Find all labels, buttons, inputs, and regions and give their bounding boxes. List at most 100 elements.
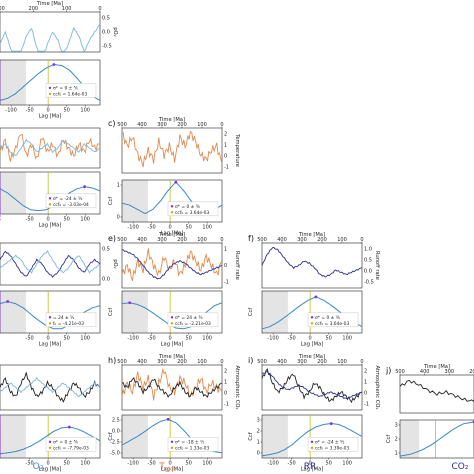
panel-i-top-yticklabel: 2: [364, 369, 367, 375]
panel-e-lag-xlabel: Lag [Ma]: [161, 342, 184, 348]
panel-g-lag-ticklabel: 0: [47, 461, 50, 467]
panel-d-lag-ticklabel: 0: [47, 336, 50, 342]
panel-c-top-yticklabel: 2: [224, 132, 227, 138]
panel-i-ccf-yticklabel: 0: [257, 451, 260, 457]
panel-i-lag-ticklabel: 50: [325, 461, 331, 467]
panel-e-lag-ticklabel: -100: [127, 336, 138, 342]
panel-d-legend-entry: f₀ = -4.21e-03: [53, 321, 84, 327]
panel-c-ccf-peak: [174, 180, 178, 184]
panel-f-ccf-peak: [314, 295, 318, 299]
panel-d-legend: [45, 312, 97, 328]
panel-d-shade-gray: [0, 291, 26, 333]
panel-g-lag-xlabel: Lag [Ma]: [39, 467, 62, 473]
panel-j-series-CO2: [399, 379, 474, 402]
panel-a-legend-entry: σ* = 0 ± ⁵⁄₀: [53, 85, 78, 91]
panel-e-ccf-ylabel: Ccf: [108, 308, 114, 316]
panel-h-shade-gray: [122, 415, 148, 458]
panel-j-ccf-yticklabel: 1: [395, 451, 398, 457]
panel-c-legend-marker-lag: [170, 205, 174, 208]
panel-h-legend-entry: σ* = -18 ± ¹⁄₂: [175, 439, 205, 445]
panel-b-legend: [45, 193, 97, 209]
panel-a-top-yticklabel: 0.5: [102, 16, 110, 22]
panel-b-lag-ticklabel: -50: [26, 217, 34, 223]
bottom-label-T: Tglob: [158, 462, 177, 473]
panel-b-series-O2: [0, 138, 101, 157]
panel-e-bottom-frame: [121, 290, 223, 334]
panel-f-lag-ticklabel: 100: [342, 336, 352, 342]
panel-h-ccf-ylabel: Ccf: [108, 432, 114, 440]
panel-j-ccf-yticklabel: 3: [395, 423, 398, 429]
panel-h-series-T: [121, 367, 223, 401]
panel-c-shade-gray: [122, 180, 148, 222]
panel-h-legend-entry: ccf₀ = 1.33e-03: [175, 445, 209, 451]
panel-g-lag-ticklabel: 50: [63, 461, 69, 467]
panel-j-top-xlabel: Time [Ma]: [423, 364, 450, 370]
panel-g-shade-gray: [0, 415, 26, 458]
panel-h-lag-ticklabel: -100: [127, 461, 138, 467]
panel-h-top-yticklabel: -1: [224, 402, 229, 408]
panel-f-top-xticklabel: 200: [317, 237, 327, 243]
panel-a-top-ylabel: pO₂: [112, 27, 118, 36]
panel-b-lag-ticklabel: 100: [80, 217, 90, 223]
panel-i-lag-ticklabel: 100: [342, 461, 352, 467]
panel-c-legend-entry: ccf₀ = 3.64e-03: [175, 210, 209, 216]
panel-a-top-xticklabel: 0: [98, 6, 101, 12]
panel-d-top-yticklabel: 0.0: [102, 277, 110, 283]
panel-b-legend-entry: ccf₀ = -3.03e-04: [53, 202, 89, 208]
panel-g-legend-marker-ccf0: [48, 446, 52, 450]
panel-c-top-xlabel: Time [Ma]: [158, 117, 185, 123]
panel-f-legend-marker-ccf0: [310, 322, 314, 325]
panel-c-ccf-ylabel: Ccf: [108, 197, 114, 205]
bottom-label-CO2: CO₂: [452, 462, 469, 472]
panel-f-shade-gray: [262, 291, 288, 333]
panel-f-bottom-frame: [261, 290, 363, 334]
panel-i-lag-xlabel: Lag [Ma]: [301, 467, 324, 473]
panel-f-top-ylabel: Runoff rate: [374, 251, 380, 280]
panel-e-legend-entry: ccf₀ = -2.21e-03: [175, 321, 211, 327]
panel-b-shade-gray: [0, 172, 26, 214]
panel-c-top-xticklabel: 400: [137, 122, 147, 128]
panel-i-top-xticklabel: 200: [317, 359, 327, 365]
panel-b-legend-marker-lag: [48, 197, 52, 200]
panel-c-top-xticklabel: 500: [117, 122, 127, 128]
panel-a-top-xticklabel: 200: [29, 6, 39, 12]
panel-c-lag-ticklabel: 100: [202, 225, 212, 231]
panel-h-legend-marker-lag: [170, 440, 174, 444]
panel-a-ccf-peak: [52, 63, 56, 66]
panel-f-legend-entry: σ* = 0 ± ⁰⁄₀: [315, 315, 340, 321]
panel-g-legend-marker-lag: [48, 440, 52, 444]
panel-f-top-xticklabel: 500: [257, 237, 267, 243]
panel-a-top-xlabel: Time [Ma]: [36, 1, 63, 7]
panel-f: Time [Ma]500 400 300 200 100 01.00.50.0-0.5Ru…: [0, 232, 380, 348]
panel-a-shade-gray: [0, 60, 26, 105]
panel-a-lag-ticklabel: 0: [47, 108, 50, 114]
panel-i-ccf-yticklabel: 3: [257, 418, 260, 424]
panel-f-lag-ticklabel: 0: [309, 336, 312, 342]
panel-f-top-xticklabel: 300: [297, 237, 307, 243]
panel-i-ccf-curve: [261, 423, 363, 457]
panel-j-top-xticklabel: 500: [395, 369, 405, 375]
panel-i-top-ylabel: Atmospheric CO₂: [374, 365, 380, 409]
panel-g-legend-entry: σ* = 0 ± ⁵⁄₀: [53, 439, 78, 445]
panel-f-legend-entry: ccf₀ = 3.64e-03: [315, 321, 349, 327]
panel-i-series-CO2: [261, 368, 363, 404]
panel-e-label: e): [108, 234, 116, 243]
panel-c-lag-ticklabel: 50: [185, 225, 191, 231]
panel-i-shade-gray: [262, 415, 288, 458]
panel-j-top-xticklabel: 300: [445, 369, 455, 375]
panel-f-lag-xlabel: Lag [Ma]: [301, 342, 324, 348]
panel-g-lag-ticklabel: 100: [80, 461, 90, 467]
panel-a-top-frame: [0, 11, 101, 53]
panel-d-lag-xlabel: Lag [Ma]: [39, 342, 62, 348]
panel-j-shade-gray: [400, 420, 420, 458]
panel-a-lag-ticklabel: -50: [26, 108, 34, 114]
panel-f-series-RR: [261, 246, 363, 278]
panel-c-lag-xlabel: Lag [Ma]: [161, 231, 184, 237]
panel-g-bottom-frame: [0, 414, 101, 459]
panel-d-series-RR: [0, 250, 101, 278]
panel-e-legend-marker-lag: [170, 316, 174, 319]
panel-h-lag-ticklabel: -50: [148, 461, 156, 467]
